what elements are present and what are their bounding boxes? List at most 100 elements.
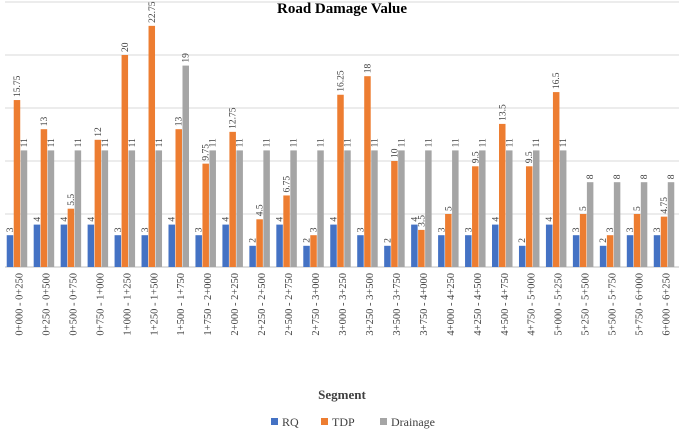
data-label: 4 — [33, 217, 43, 222]
bar-rq — [249, 245, 256, 267]
bar-tdp — [364, 76, 371, 267]
data-label: 4 — [60, 217, 70, 222]
data-label: 3 — [437, 227, 447, 232]
data-label: 18 — [363, 63, 373, 73]
data-label: 3 — [356, 227, 366, 232]
x-tick-label: 2+750 - 3+000 — [311, 273, 322, 336]
bar-tdp — [606, 235, 614, 267]
data-label: 4 — [168, 217, 178, 222]
data-label: 9.75 — [202, 144, 212, 161]
data-label: 15.75 — [13, 75, 23, 97]
data-label: 11 — [505, 138, 515, 147]
bar-rq — [572, 235, 580, 267]
legend-label-drainage: Drainage — [391, 415, 435, 429]
bar-rq — [492, 224, 499, 267]
data-label: 11 — [370, 138, 380, 147]
x-axis-title: Segment — [318, 387, 366, 402]
x-tick-label: 2+500 - 2+750 — [284, 273, 295, 336]
x-tick-label: 4+000 - 4+250 — [446, 273, 457, 336]
data-label: 4 — [87, 217, 97, 222]
bar-tdp — [472, 166, 479, 267]
data-label: 12 — [94, 127, 104, 137]
x-tick-label: 0+250 - 0+500 — [41, 273, 52, 336]
bar-tdp — [552, 92, 560, 267]
bar-rq — [33, 224, 41, 267]
bar-drainage — [559, 150, 567, 267]
bar-tdp — [499, 123, 506, 268]
bar-rq — [465, 235, 472, 267]
data-labels-group: 315.75114131145.5114121132011322.7511413… — [6, 1, 677, 243]
data-label: 19 — [182, 53, 192, 63]
bar-rq — [518, 245, 526, 267]
bar-drainage — [128, 150, 136, 267]
data-label: 11 — [263, 138, 273, 147]
x-tick-label: 4+750 - 5+000 — [527, 273, 538, 336]
bar-rq — [384, 245, 391, 267]
data-label: 3 — [572, 227, 582, 232]
legend-label-tdp: TDP — [332, 415, 355, 429]
bar-drainage — [479, 150, 486, 267]
bar-drainage — [317, 150, 324, 267]
data-label: 4 — [410, 217, 420, 222]
data-label: 8 — [667, 174, 677, 179]
bar-tdp — [13, 100, 21, 267]
bar-drainage — [640, 182, 648, 267]
bar-tdp — [633, 214, 641, 267]
bar-drainage — [209, 150, 216, 267]
data-label: 11 — [478, 138, 488, 147]
bar-rq — [357, 235, 364, 267]
bar-rq — [545, 224, 553, 267]
x-tick-labels: 0+000 - 0+250 0+250 - 0+500 0+500 - 0+750 0… — [14, 273, 672, 336]
bar-rq — [141, 235, 149, 267]
x-tick-label: 0+500 - 0+750 — [68, 273, 79, 336]
bar-rq — [303, 245, 310, 267]
x-tick-label: 3+000 - 3+250 — [338, 273, 349, 336]
x-tick-label: 6+000 - 6+250 — [662, 273, 673, 336]
bar-tdp — [337, 94, 344, 267]
bar-tdp — [310, 235, 317, 267]
data-label: 9.5 — [525, 151, 535, 163]
x-tick-label: 1+000 - 1+250 — [122, 273, 133, 336]
bar-drainage — [398, 150, 405, 267]
bar-rq — [222, 224, 229, 267]
legend-swatch-rq — [271, 418, 278, 425]
data-label: 2 — [303, 238, 313, 243]
data-label: 3 — [653, 227, 663, 232]
bar-tdp — [202, 163, 209, 267]
x-tick-label: 1+500 - 1+750 — [176, 273, 187, 336]
bar-tdp — [660, 216, 668, 267]
bar-rq — [87, 224, 95, 267]
x-tick-label: 0+000 - 0+250 — [14, 273, 25, 336]
bar-tdp — [256, 219, 263, 267]
data-label: 3 — [606, 227, 616, 232]
data-label: 3 — [310, 227, 320, 232]
bar-tdp — [445, 214, 452, 267]
data-label: 13.5 — [498, 104, 508, 121]
data-label: 3 — [6, 227, 16, 232]
bar-drainage — [155, 150, 163, 267]
data-label: 4 — [222, 217, 232, 222]
data-label: 11 — [101, 138, 111, 147]
data-label: 4.75 — [660, 197, 670, 214]
data-label: 11 — [532, 138, 542, 147]
data-label: 16.25 — [337, 70, 347, 92]
bar-rq — [168, 224, 175, 267]
data-label: 3 — [626, 227, 636, 232]
bar-tdp — [121, 55, 129, 267]
x-tick-label: 2+000 - 2+250 — [230, 273, 241, 336]
data-label: 22.75 — [148, 1, 158, 23]
legend: RQ TDP Drainage — [271, 415, 435, 429]
data-label: 3 — [195, 227, 205, 232]
x-tick-label: 0+750 - 1+000 — [95, 273, 106, 336]
bar-rq — [626, 235, 634, 267]
data-label: 16.5 — [552, 72, 562, 89]
bar-tdp — [525, 166, 533, 267]
legend-label-rq: RQ — [282, 415, 299, 429]
x-tick-label: 5+500 - 5+750 — [608, 273, 619, 336]
data-label: 11 — [47, 138, 57, 147]
x-tick-label: 5+000 - 5+250 — [554, 273, 565, 336]
data-label: 8 — [640, 174, 650, 179]
data-label: 3 — [114, 227, 124, 232]
bar-drainage — [613, 182, 621, 267]
